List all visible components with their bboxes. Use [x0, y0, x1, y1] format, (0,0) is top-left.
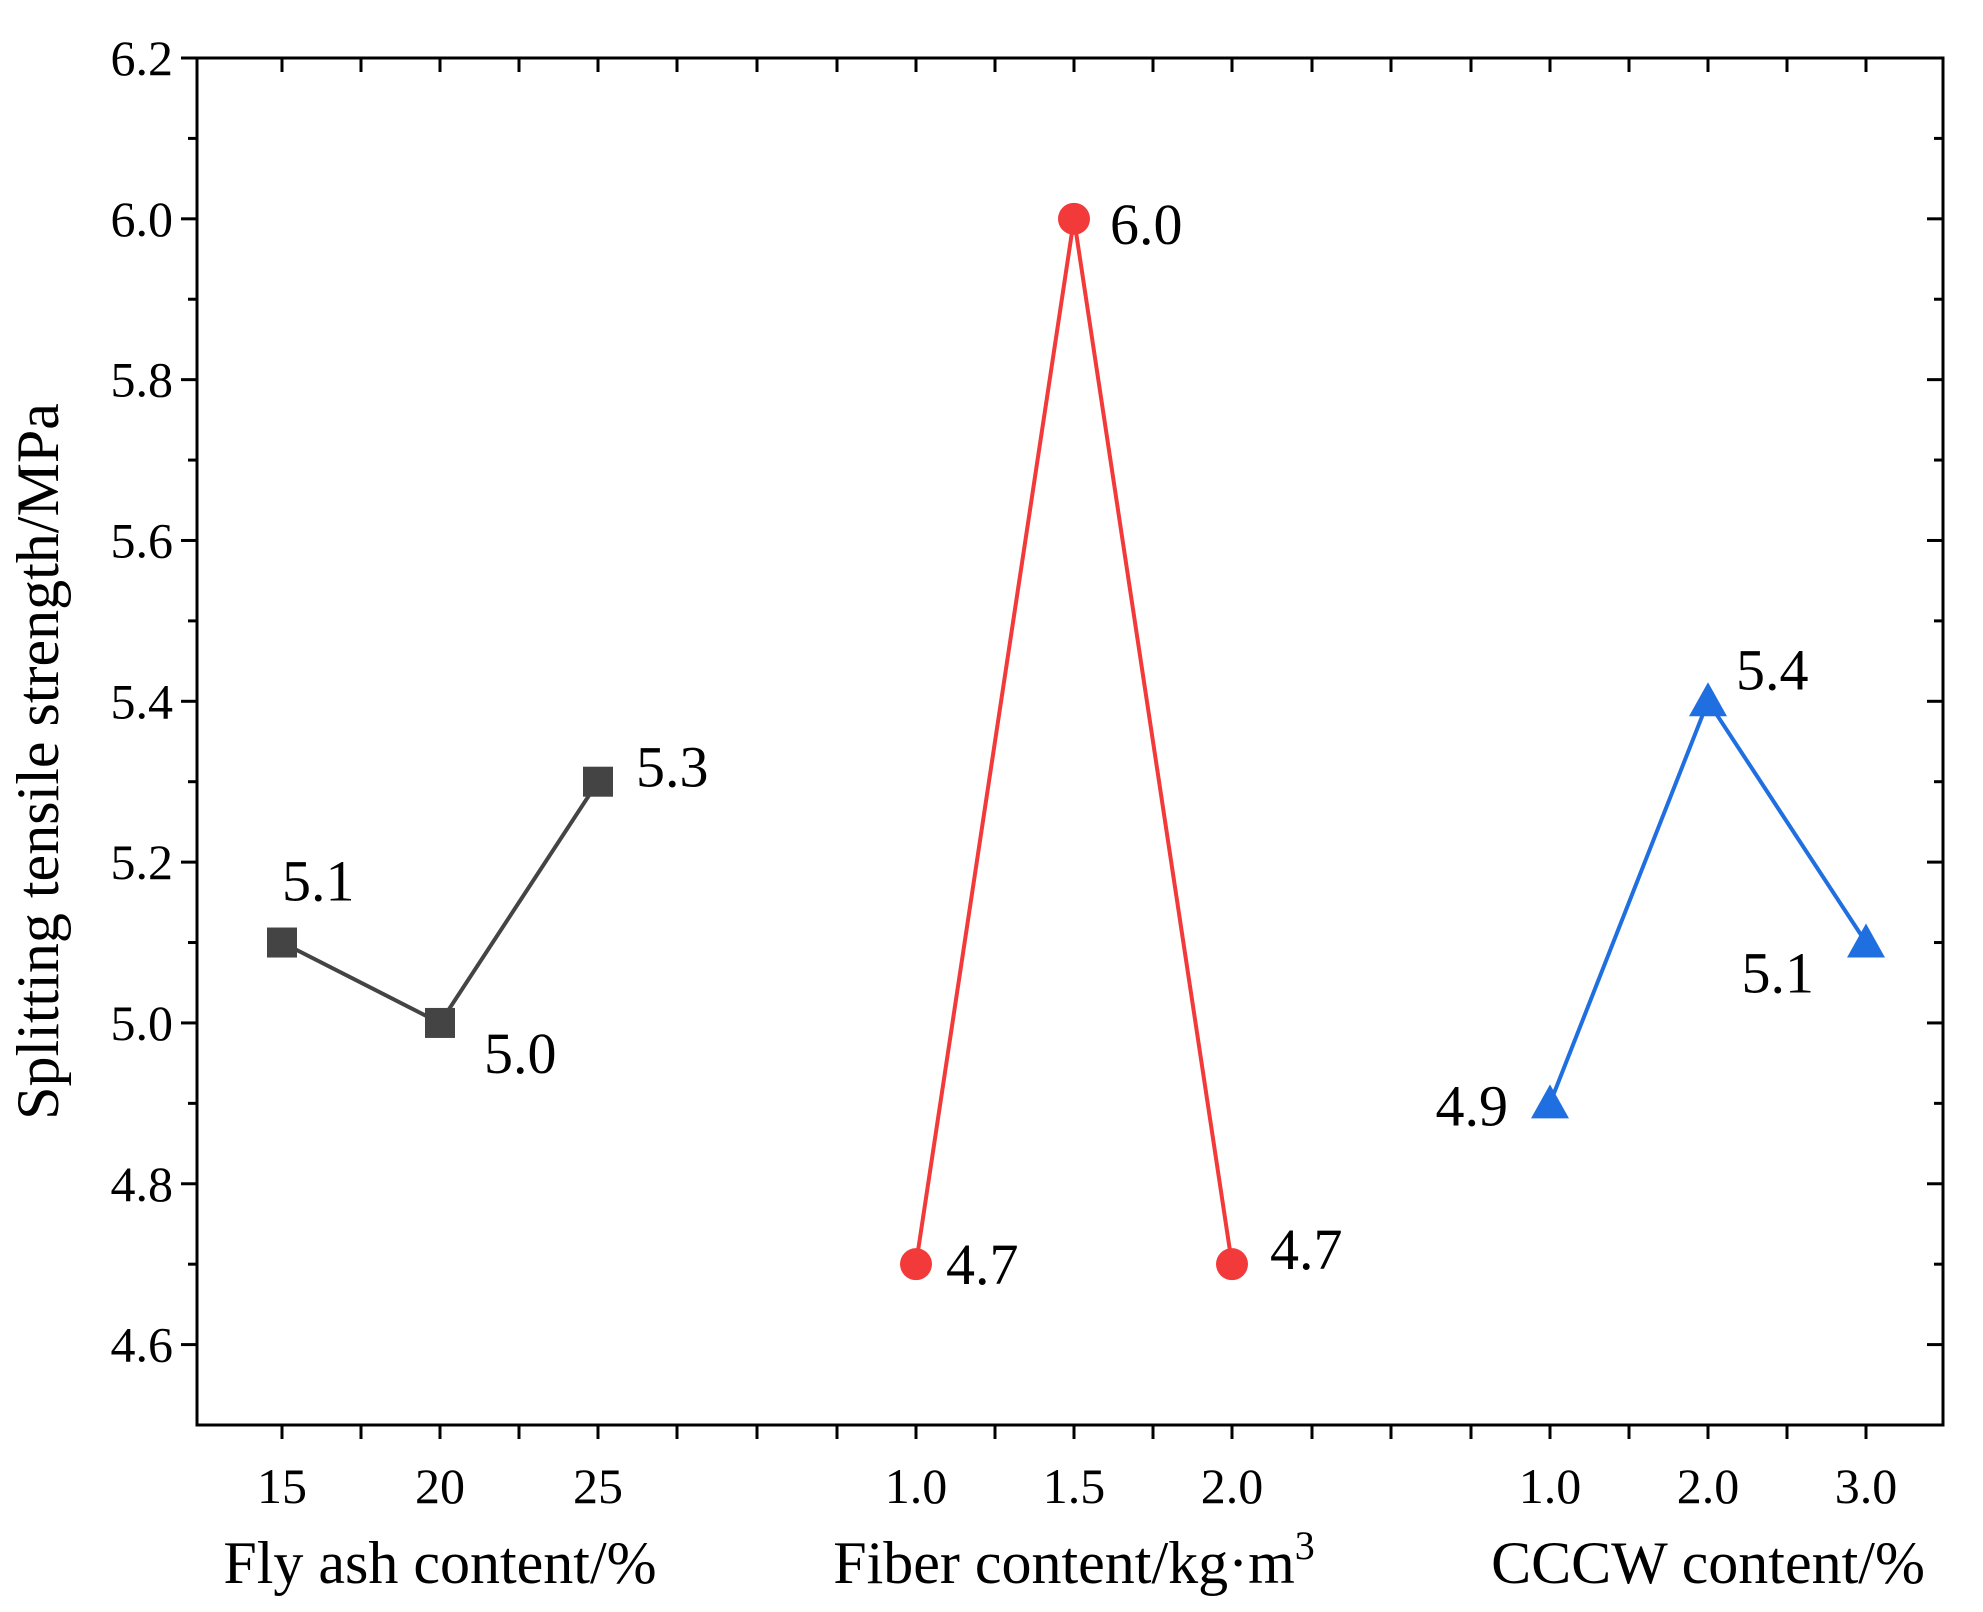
data-label: 5.0	[484, 1021, 557, 1086]
series-line	[1548, 696, 1868, 1105]
data-label: 4.9	[1436, 1073, 1509, 1138]
y-tick-label: 6.0	[111, 191, 174, 247]
data-point-triangle	[1847, 923, 1885, 958]
x-axis-title: Fly ash content/%	[223, 1530, 656, 1596]
y-tick-label: 5.8	[111, 352, 174, 408]
axes	[195, 56, 1945, 1427]
x-tick-label: 1.0	[1519, 1458, 1582, 1514]
data-point-triangle	[1689, 682, 1727, 717]
x-tick-label: 15	[257, 1458, 307, 1514]
x-tick-label: 1.5	[1043, 1458, 1106, 1514]
data-point-circle	[1216, 1248, 1248, 1281]
x-axis-ticks: 15 20 25 Fly ash content/% 1.0 1.5 2.0 Fiber co…	[223, 58, 1925, 1596]
labels-group: 5.1 5.0 5.3 4.7 6.0 4.7 4.9 5.4 5.1	[282, 192, 1814, 1297]
series-group	[267, 202, 1885, 1281]
y-tick-label: 4.6	[111, 1317, 174, 1373]
data-label: 5.4	[1736, 637, 1809, 702]
data-label: 5.3	[636, 735, 709, 800]
plot-frame	[195, 56, 1945, 1427]
x-tick-label: 25	[573, 1458, 623, 1514]
x-tick-label: 1.0	[885, 1458, 948, 1514]
series-line	[914, 218, 1234, 1265]
y-tick-label: 5.4	[111, 673, 174, 729]
data-point-square	[583, 766, 613, 797]
y-tick-label: 4.8	[111, 1156, 174, 1212]
data-label: 5.1	[282, 849, 355, 914]
y-axis-title: Splitting tensile strength/MPa	[5, 403, 71, 1120]
data-label: 4.7	[1270, 1217, 1343, 1282]
x-tick-label: 2.0	[1201, 1458, 1264, 1514]
data-point-circle	[1058, 202, 1090, 235]
y-tick-label: 5.0	[111, 995, 174, 1051]
x-axis-title: Fiber content/kg·m3	[833, 1523, 1315, 1596]
data-label: 4.7	[946, 1232, 1019, 1297]
y-tick-label: 6.2	[111, 30, 174, 86]
data-label: 5.1	[1742, 941, 1815, 1006]
x-axis-title: CCCW content/%	[1491, 1530, 1925, 1596]
data-point-square	[425, 1007, 455, 1038]
x-tick-label: 20	[415, 1458, 465, 1514]
x-tick-label: 3.0	[1835, 1458, 1898, 1514]
data-point-square	[267, 927, 297, 958]
y-axis-ticks: 4.6 4.8 5.0 5.2 5.4 5.6 5.8 6.0 6.2	[111, 30, 1943, 1373]
x-tick-label: 2.0	[1677, 1458, 1740, 1514]
y-tick-label: 5.2	[111, 834, 174, 890]
data-label: 6.0	[1110, 192, 1183, 257]
data-point-circle	[900, 1248, 932, 1281]
y-tick-label: 5.6	[111, 512, 174, 568]
data-point-triangle	[1531, 1084, 1569, 1119]
